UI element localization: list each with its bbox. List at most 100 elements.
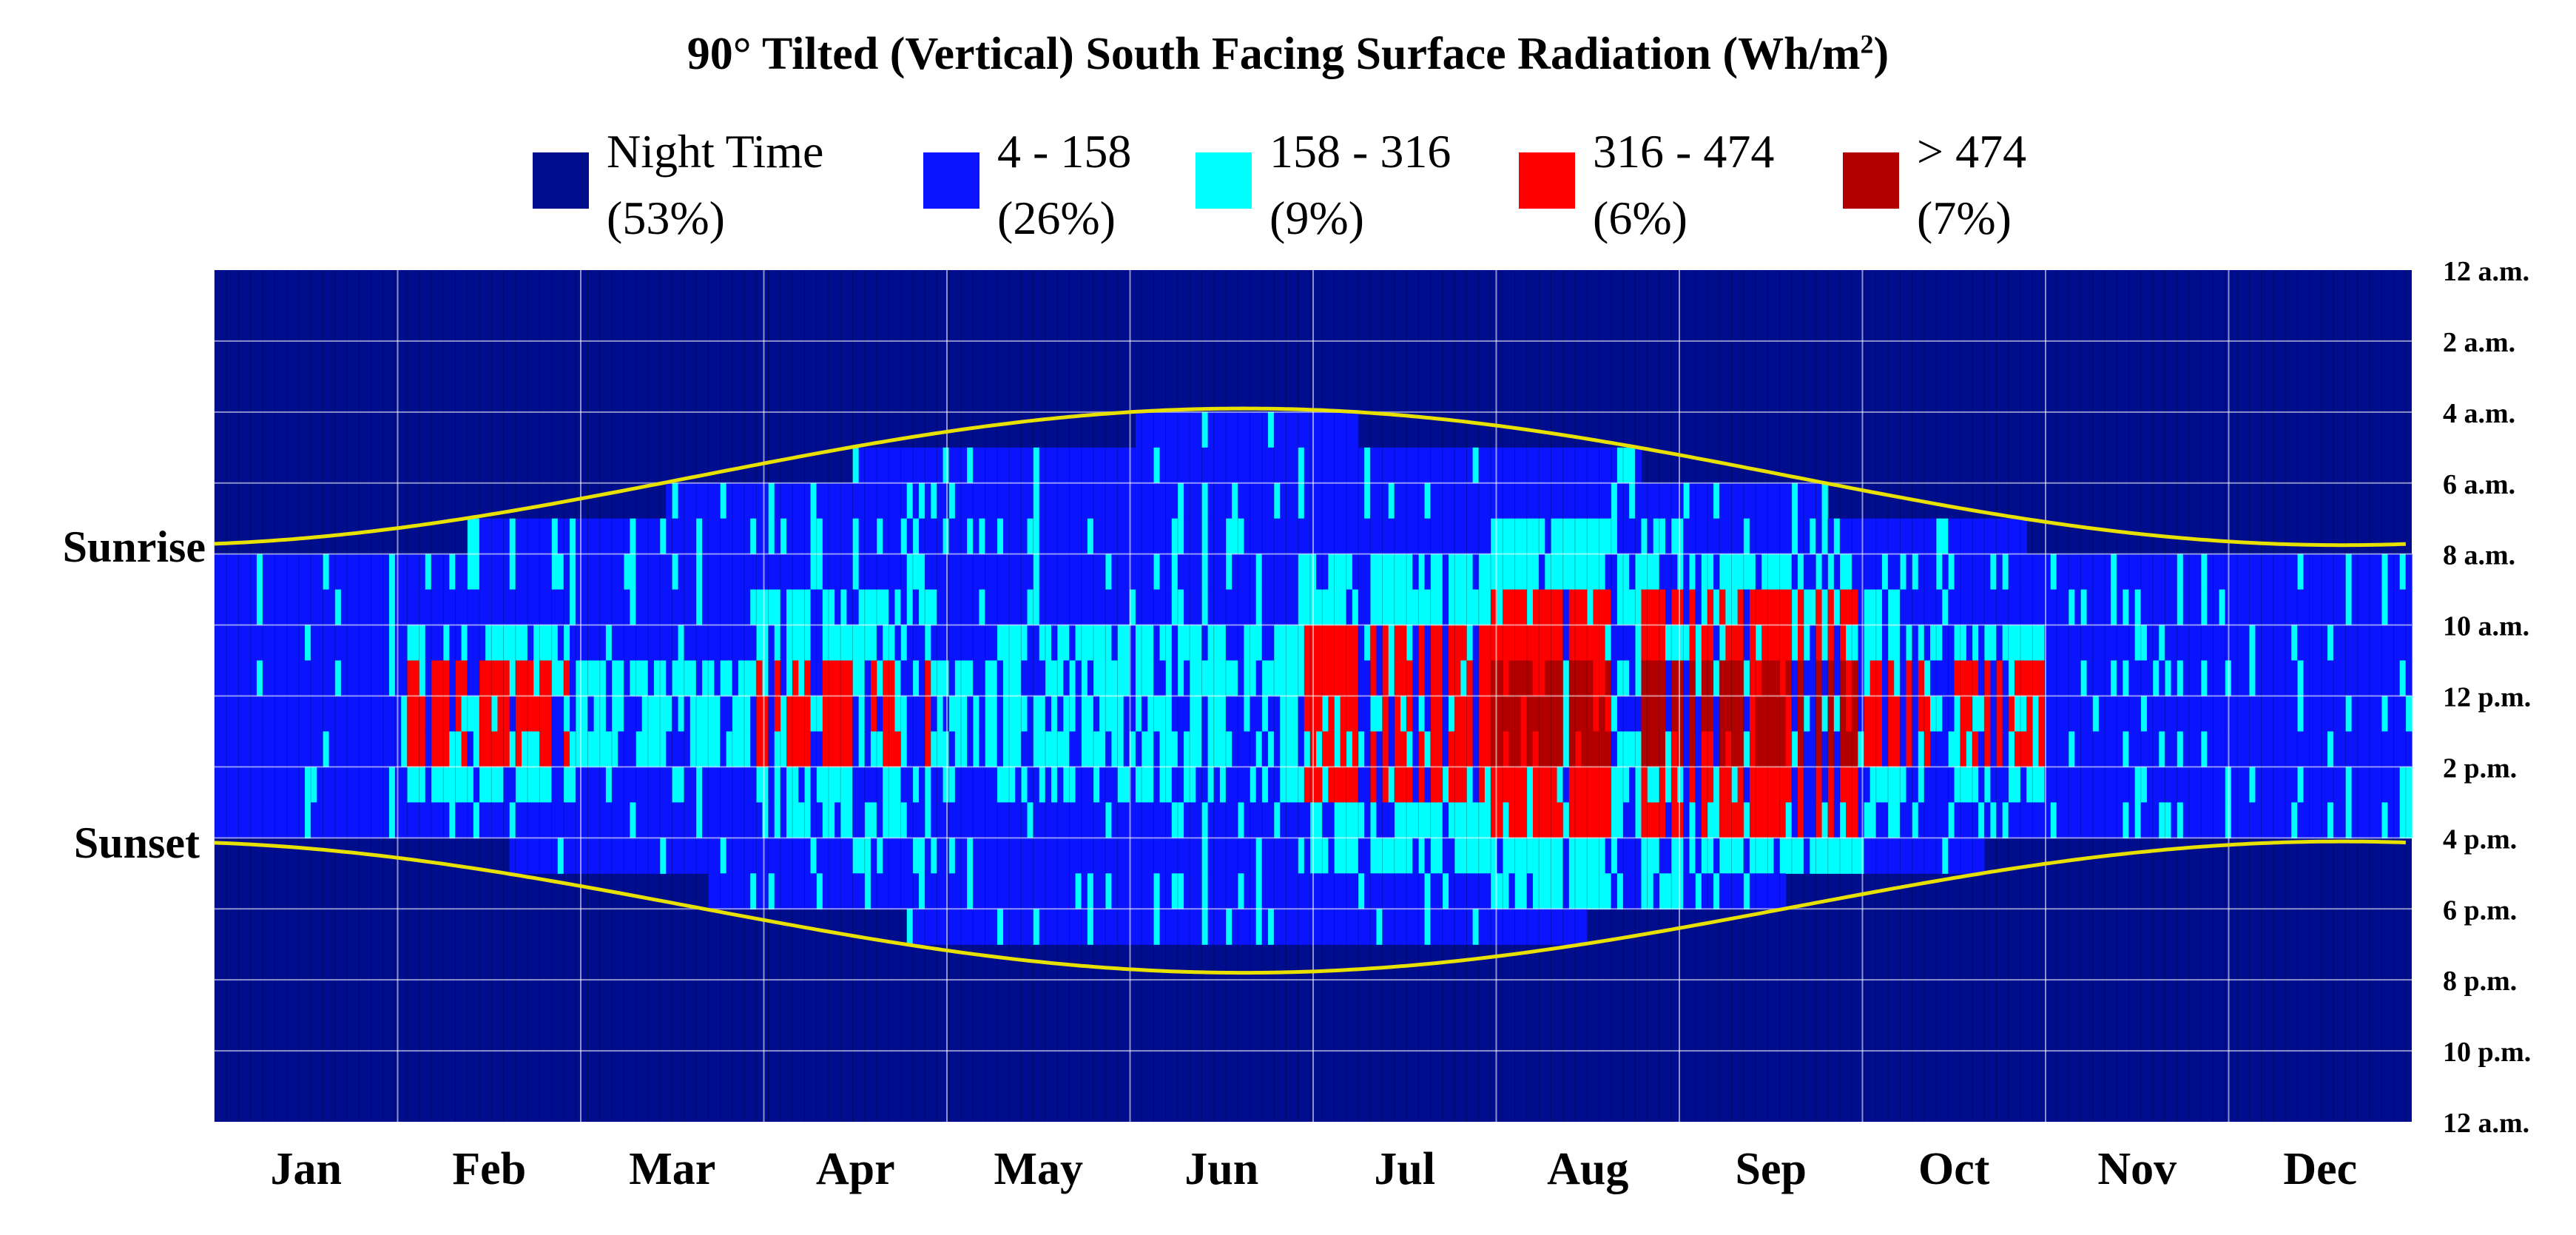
heatmap-cell [900, 660, 908, 697]
heatmap-cell [1756, 731, 1762, 768]
heatmap-cell [2363, 553, 2370, 590]
heatmap-cell [852, 767, 860, 803]
heatmap-cell [2153, 660, 2159, 697]
heatmap-cell [1021, 447, 1028, 484]
heatmap-cell [1039, 873, 1046, 909]
heatmap-cell [238, 589, 246, 626]
heatmap-cell [1280, 625, 1287, 662]
heatmap-cell [509, 838, 516, 874]
heatmap-cell [1165, 660, 1173, 697]
heatmap-cell [305, 660, 311, 697]
heatmap-cell [1791, 553, 1798, 590]
heatmap-cell [2111, 731, 2117, 768]
heatmap-cell [816, 838, 823, 874]
heatmap-cell [798, 767, 806, 803]
heatmap-cell [1671, 589, 1678, 626]
heatmap-cell [919, 873, 925, 909]
heatmap-cell [1057, 553, 1064, 590]
heatmap-cell [2020, 767, 2027, 803]
heatmap-cell [738, 873, 745, 909]
heatmap-cell [1972, 696, 1979, 733]
heatmap-cell [407, 767, 414, 803]
heatmap-cell [960, 660, 968, 697]
heatmap-cell [1791, 625, 1798, 662]
heatmap-cell [340, 589, 348, 626]
heatmap-cell [1111, 625, 1119, 662]
heatmap-cell [1033, 625, 1040, 662]
heatmap-cell [1888, 518, 1895, 555]
heatmap-cell [1190, 589, 1196, 626]
heatmap-cell [695, 696, 703, 733]
heatmap-cell [925, 731, 931, 768]
heatmap-cell [2376, 553, 2382, 590]
heatmap-cell [2146, 731, 2154, 768]
heatmap-cell [1520, 553, 1528, 590]
heatmap-cell [1388, 731, 1395, 768]
heatmap-cell [762, 731, 769, 768]
heatmap-cell [1966, 518, 1973, 555]
heatmap-cell [864, 838, 871, 874]
heatmap-cell [1503, 696, 1510, 733]
heatmap-cell [1009, 909, 1016, 945]
heatmap-cell [1815, 518, 1823, 555]
heatmap-cell [1689, 660, 1696, 697]
heatmap-cell [1304, 660, 1311, 697]
heatmap-cell [1171, 411, 1179, 448]
heatmap-cell [1039, 909, 1046, 945]
heatmap-cell [269, 696, 275, 733]
heatmap-cell [1616, 553, 1624, 590]
heatmap-cell [1581, 873, 1588, 909]
heatmap-cell [1255, 731, 1263, 768]
heatmap-cell [828, 660, 835, 697]
heatmap-cell [232, 731, 240, 768]
heatmap-cell [2063, 660, 2069, 697]
heatmap-cell [1298, 660, 1305, 697]
heatmap-cell [1009, 660, 1016, 697]
heatmap-cell [1045, 731, 1052, 768]
heatmap-cell [1852, 660, 1858, 697]
heatmap-cell [1442, 731, 1449, 768]
heatmap-cell [1142, 553, 1148, 590]
heatmap-cell [1791, 518, 1798, 555]
heatmap-cell [431, 802, 438, 838]
heatmap-cell [1683, 482, 1690, 519]
heatmap-cell [1466, 482, 1474, 519]
heatmap-cell [449, 802, 456, 838]
heatmap-cell [647, 696, 655, 733]
heatmap-cell [732, 731, 739, 768]
heatmap-cell [1954, 518, 1961, 555]
heatmap-cell [1274, 553, 1281, 590]
heatmap-cell [2128, 731, 2136, 768]
heatmap-cell [1562, 482, 1570, 519]
heatmap-cell [305, 696, 311, 733]
heatmap-cell [1201, 553, 1209, 590]
heatmap-cell [1105, 625, 1113, 662]
heatmap-cell [2376, 802, 2382, 838]
heatmap-cell [774, 518, 781, 555]
heatmap-cell [2086, 553, 2094, 590]
heatmap-cell [931, 625, 938, 662]
heatmap-cell [1117, 873, 1125, 909]
heatmap-cell [1153, 518, 1161, 555]
heatmap-cell [2008, 731, 2015, 768]
heatmap-cell [461, 660, 468, 697]
heatmap-cell [1454, 447, 1461, 484]
heatmap-cell [1810, 553, 1817, 590]
heatmap-cell [1244, 802, 1251, 838]
heatmap-cell [1551, 660, 1558, 697]
heatmap-cell [1009, 518, 1016, 555]
heatmap-cell [1449, 838, 1455, 874]
heatmap-cell [2032, 553, 2040, 590]
month-tick-label: Jan [271, 1144, 342, 1194]
heatmap-cell [1900, 838, 1907, 874]
heatmap-cell [1599, 873, 1606, 909]
heatmap-cell [1255, 411, 1263, 448]
heatmap-cell [889, 518, 896, 555]
heatmap-cell [407, 660, 414, 697]
heatmap-cell [2279, 660, 2286, 697]
heatmap-cell [1472, 482, 1480, 519]
heatmap-cell [1653, 518, 1660, 555]
heatmap-cell [1900, 625, 1907, 662]
heatmap-cell [1424, 731, 1432, 768]
heatmap-cell [220, 553, 227, 590]
